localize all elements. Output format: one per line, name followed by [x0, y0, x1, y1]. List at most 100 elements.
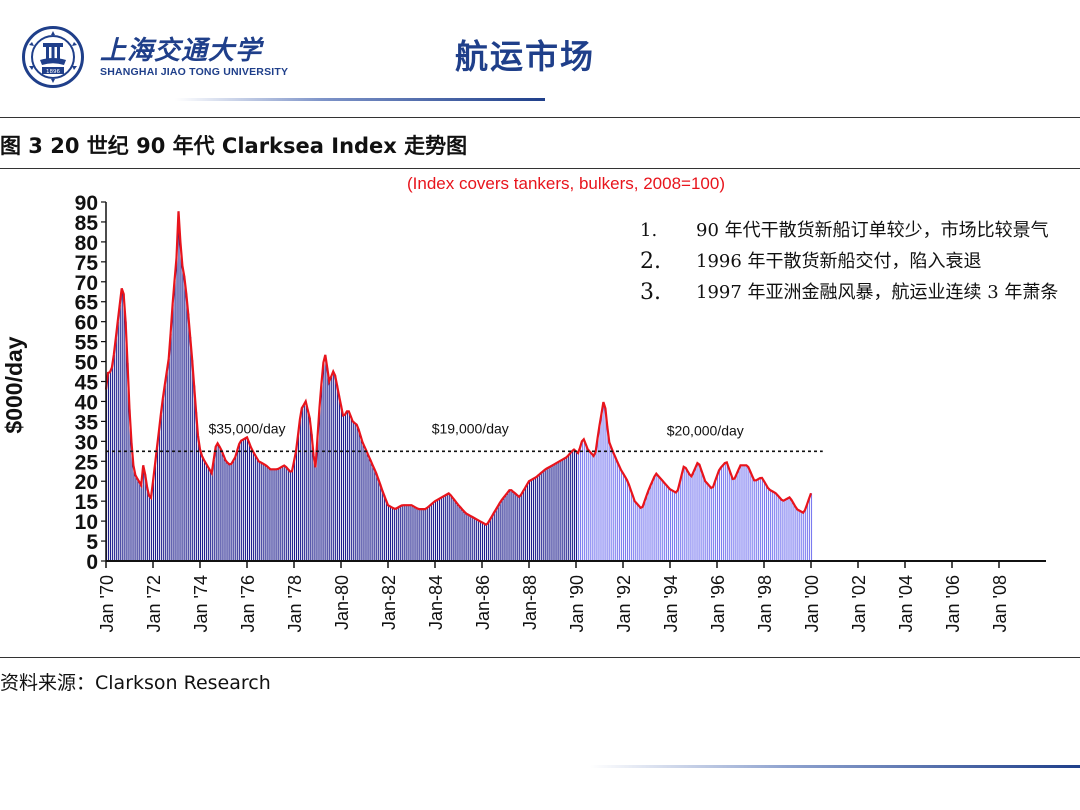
- bar: [241, 440, 243, 561]
- bar: [715, 481, 717, 561]
- bar: [607, 426, 609, 561]
- bar: [799, 510, 801, 561]
- bar: [507, 492, 509, 561]
- bar: [472, 516, 474, 561]
- bar: [354, 423, 356, 561]
- bar: [352, 421, 354, 561]
- bar: [268, 467, 270, 561]
- bar: [515, 493, 517, 561]
- bar: [650, 485, 652, 561]
- bar: [233, 460, 235, 561]
- bar: [243, 439, 245, 561]
- bar: [793, 503, 795, 561]
- bar: [360, 436, 362, 561]
- bar: [542, 471, 544, 561]
- bar: [462, 509, 464, 561]
- bar: [403, 505, 405, 561]
- bar: [325, 354, 327, 561]
- bar: [262, 463, 264, 561]
- bar: [395, 508, 397, 561]
- bar: [370, 459, 372, 561]
- annotation-text: 1997 年亚洲金融风暴，航运业连续 3 年萧条: [696, 282, 1059, 303]
- bar: [689, 474, 691, 561]
- bar: [111, 367, 113, 561]
- figure-bottom-rule: [0, 657, 1080, 658]
- bar: [480, 521, 482, 561]
- bar: [536, 476, 538, 561]
- x-tick-label: Jan-88: [520, 575, 540, 630]
- bar: [577, 452, 580, 561]
- bar: [538, 474, 540, 561]
- bar: [348, 411, 350, 561]
- bar: [438, 498, 440, 561]
- bar: [630, 490, 632, 561]
- bar: [656, 473, 658, 561]
- bar: [556, 463, 558, 561]
- bar: [411, 505, 413, 561]
- bar: [333, 371, 335, 561]
- bar: [497, 506, 499, 561]
- bar: [192, 360, 194, 561]
- bar: [166, 372, 168, 561]
- index-line: [104, 211, 813, 527]
- header-divider: [175, 98, 545, 101]
- bar: [605, 408, 607, 561]
- bar: [726, 462, 728, 561]
- bar: [811, 493, 813, 561]
- bar: [436, 500, 439, 561]
- bar: [274, 469, 276, 561]
- bar: [777, 495, 779, 561]
- y-tick-label: 55: [75, 332, 99, 355]
- bar: [433, 502, 435, 561]
- bar: [350, 416, 352, 561]
- bar: [164, 385, 166, 561]
- bar: [423, 509, 425, 561]
- bar: [337, 385, 339, 561]
- bar: [376, 473, 378, 561]
- bar: [162, 398, 164, 561]
- x-tick-label: Jan-86: [473, 575, 493, 630]
- annotation-number: 2.: [640, 249, 661, 274]
- bar: [540, 473, 542, 561]
- bar: [217, 443, 219, 561]
- bar: [718, 470, 721, 561]
- y-tick-label: 45: [75, 372, 99, 395]
- bar: [527, 484, 529, 561]
- bar: [593, 455, 595, 561]
- bar: [168, 358, 170, 561]
- bar: [783, 500, 785, 561]
- bar: [321, 384, 323, 561]
- bar: [372, 464, 374, 561]
- bar: [709, 485, 711, 561]
- bar: [550, 466, 552, 561]
- y-tick-label: 10: [75, 511, 98, 534]
- bar: [452, 497, 454, 561]
- bar: [615, 456, 617, 561]
- bar: [748, 467, 750, 561]
- bar: [256, 457, 258, 561]
- bar: [756, 480, 758, 561]
- bar: [272, 469, 274, 561]
- bar: [131, 442, 133, 561]
- bar: [560, 460, 562, 561]
- bar: [509, 490, 511, 561]
- bar: [589, 451, 591, 561]
- bar: [677, 490, 679, 561]
- x-tick-label: Jan '78: [285, 575, 305, 632]
- bar: [180, 241, 182, 561]
- bar: [775, 493, 777, 561]
- bar: [198, 436, 200, 561]
- bar: [172, 304, 174, 561]
- bar: [785, 499, 787, 561]
- bar: [511, 490, 513, 561]
- y-tick-label: 50: [75, 352, 98, 375]
- bar: [158, 431, 160, 561]
- bar: [248, 442, 251, 561]
- annotation-text: 90 年代干散货新船订单较少，市场比较景气: [696, 220, 1049, 241]
- bar: [213, 459, 215, 561]
- x-tick-label: Jan '92: [614, 575, 634, 632]
- bar: [619, 465, 621, 561]
- annotation-item: 3. 1997 年亚洲金融风暴，航运业连续 3 年萧条: [640, 277, 1080, 308]
- y-tick-label: 5: [86, 531, 98, 554]
